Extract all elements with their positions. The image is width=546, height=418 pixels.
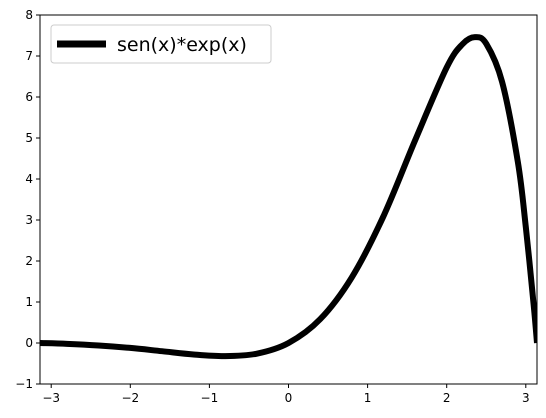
- x-tick-label: 3: [522, 391, 530, 405]
- x-tick-label: −1: [201, 391, 219, 405]
- legend-label-series: sen(x)*exp(x): [117, 34, 247, 56]
- x-tick-label: 2: [443, 391, 451, 405]
- y-tick-label: 1: [25, 295, 33, 309]
- x-tick-label: −3: [42, 391, 60, 405]
- x-tick-label: 0: [285, 391, 293, 405]
- x-axis: −3 −2 −1 0 1 2 3: [42, 384, 530, 405]
- y-tick-label: 2: [25, 254, 33, 268]
- legend: sen(x)*exp(x): [50, 24, 272, 64]
- plot-content: [40, 34, 537, 360]
- y-tick-label: 7: [25, 49, 33, 63]
- y-tick-label: 3: [25, 213, 33, 227]
- y-tick-label: 6: [25, 90, 33, 104]
- y-tick-label: 5: [25, 131, 33, 145]
- series-line-0: [40, 34, 537, 360]
- legend-box: [50, 24, 272, 64]
- y-tick-label: 4: [25, 172, 33, 186]
- plot-frame: [39, 14, 538, 385]
- x-tick-label: −2: [121, 391, 139, 405]
- y-tick-label: −1: [15, 377, 33, 391]
- y-axis: −1 0 1 2 3 4 5 6 7 8: [15, 8, 40, 391]
- x-tick-label: 1: [364, 391, 372, 405]
- y-tick-label: 8: [25, 8, 33, 22]
- y-tick-label: 0: [25, 336, 33, 350]
